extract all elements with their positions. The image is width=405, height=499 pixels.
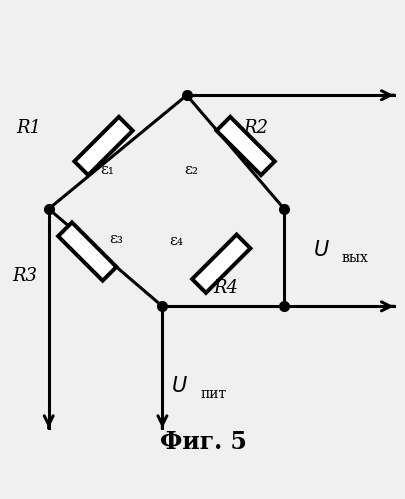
- Polygon shape: [216, 117, 274, 175]
- Text: $U$: $U$: [170, 376, 187, 396]
- Text: R4: R4: [212, 279, 237, 297]
- Text: ε₁: ε₁: [100, 163, 114, 177]
- Text: ε₃: ε₃: [109, 233, 122, 247]
- Text: пит: пит: [200, 387, 226, 401]
- Text: $U$: $U$: [312, 240, 329, 259]
- Polygon shape: [192, 235, 250, 293]
- Text: Фиг. 5: Фиг. 5: [159, 430, 246, 455]
- Text: R1: R1: [16, 119, 41, 137]
- Text: R2: R2: [243, 119, 268, 137]
- Polygon shape: [74, 117, 132, 175]
- Text: ε₂: ε₂: [183, 163, 197, 177]
- Polygon shape: [58, 223, 116, 280]
- Text: вых: вых: [340, 250, 367, 264]
- Text: R3: R3: [12, 267, 37, 285]
- Text: ε₄: ε₄: [169, 235, 183, 249]
